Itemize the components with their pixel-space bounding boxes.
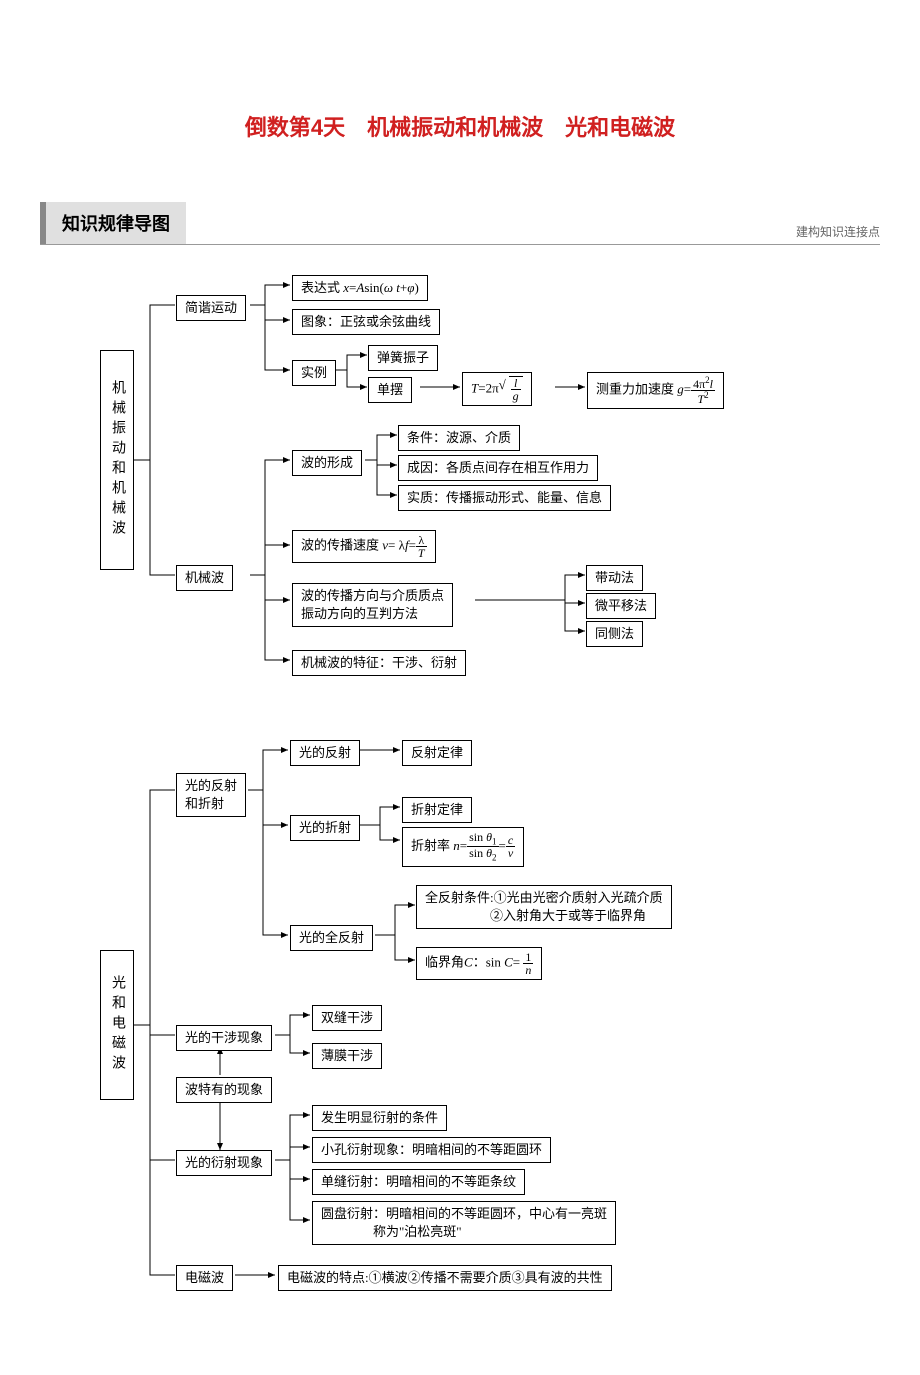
node-period: T=2πlg: [462, 372, 532, 406]
node-feature: 机械波的特征：干涉、衍射: [292, 650, 466, 676]
node-speed: 波的传播速度 v= λf=λT: [292, 530, 436, 563]
node-reflection-law: 反射定律: [402, 740, 472, 766]
node-gravity: 测重力加速度 g=4π2lT2: [587, 372, 724, 409]
node-diffr-disc: 圆盘衍射：明暗相间的不等距圆环，中心有一亮斑 称为"泊松亮斑": [312, 1201, 616, 1245]
node-spring: 弹簧振子: [368, 345, 438, 371]
node-formation: 波的形成: [292, 450, 362, 476]
node-method2: 微平移法: [586, 593, 656, 619]
node-wave-phenomena: 波特有的现象: [176, 1077, 272, 1103]
node-refraction-law: 折射定律: [402, 797, 472, 823]
node-total-condition: 全反射条件:①光由光密介质射入光疏介质 ②入射角大于或等于临界角: [416, 885, 672, 929]
node-graph: 图象：正弦或余弦曲线: [292, 309, 440, 335]
node-direction: 波的传播方向与介质质点振动方向的互判方法: [292, 583, 453, 627]
node-pendulum: 单摆: [368, 377, 412, 403]
node-condition: 条件：波源、介质: [398, 425, 520, 451]
node-essence: 实质：传播振动形式、能量、信息: [398, 485, 611, 511]
node-diffr-slit: 单缝衍射：明暗相间的不等距条纹: [312, 1169, 525, 1195]
root-mechanical: 机械振动和机械波: [100, 350, 134, 570]
node-diffr-pinhole: 小孔衍射现象：明暗相间的不等距圆环: [312, 1137, 551, 1163]
node-total-reflection: 光的全反射: [290, 925, 373, 951]
node-shm: 简谐运动: [176, 295, 246, 321]
node-refraction-index: 折射率 n=sin θ1sin θ2=cv: [402, 827, 524, 867]
node-diffr-cond: 发生明显衍射的条件: [312, 1105, 447, 1131]
node-double-slit: 双缝干涉: [312, 1005, 382, 1031]
diagram-mechanical: 机械振动和机械波 简谐运动 表达式 x=Asin(ω t+φ) 图象：正弦或余弦…: [100, 275, 880, 695]
node-cause: 成因：各质点间存在相互作用力: [398, 455, 598, 481]
node-diffraction: 光的衍射现象: [176, 1150, 272, 1176]
node-critical-angle: 临界角C：sin C= 1n: [416, 947, 542, 980]
root-light-em: 光和电磁波: [100, 950, 134, 1100]
node-refraction: 光的折射: [290, 815, 360, 841]
node-example: 实例: [292, 360, 336, 386]
section-header: 知识规律导图 建构知识连接点: [40, 202, 880, 245]
page-title: 倒数第4天 机械振动和机械波 光和电磁波: [40, 110, 880, 142]
node-thin-film: 薄膜干涉: [312, 1043, 382, 1069]
diagram-light-em: 光和电磁波 光的反射和折射 光的反射 反射定律 光的折射 折射定律 折射率 n=…: [100, 735, 880, 1295]
node-refl-refr: 光的反射和折射: [176, 773, 246, 817]
node-method1: 带动法: [586, 565, 643, 591]
section-subtitle: 建构知识连接点: [796, 223, 880, 244]
node-interference: 光的干涉现象: [176, 1025, 272, 1051]
node-method3: 同侧法: [586, 621, 643, 647]
node-em-features: 电磁波的特点:①横波②传播不需要介质③具有波的共性: [278, 1265, 612, 1291]
node-reflection: 光的反射: [290, 740, 360, 766]
section-tab: 知识规律导图: [40, 202, 186, 244]
node-expression: 表达式 x=Asin(ω t+φ): [292, 275, 428, 301]
node-mechwave: 机械波: [176, 565, 233, 591]
node-em-wave: 电磁波: [176, 1265, 233, 1291]
